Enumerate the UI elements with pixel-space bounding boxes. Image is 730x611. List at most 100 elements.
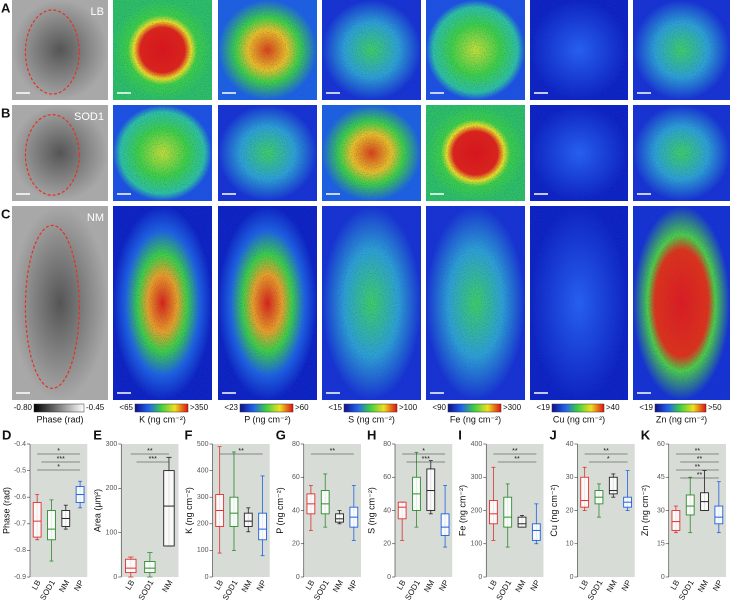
y-tick-label: 40 (566, 441, 574, 448)
colorbar-high: >60 (295, 403, 309, 412)
y-tick-label: 10 (566, 541, 574, 548)
y-tick-label: 200 (197, 521, 209, 528)
box (335, 513, 344, 523)
x-tick-label: NM (57, 578, 71, 594)
significance-label: * (57, 448, 60, 455)
x-tick-label: SOD1 (137, 578, 156, 602)
phase-image (12, 206, 108, 400)
significance-label: *** (57, 456, 65, 463)
y-axis-label: Area (μm²) (93, 489, 103, 532)
significance-label: * (607, 456, 610, 463)
box (426, 468, 436, 511)
panel-label: H (367, 427, 376, 442)
x-tick-label: LB (669, 579, 682, 592)
x-tick-label: NP (437, 579, 450, 593)
y-tick-label: 0 (205, 574, 209, 581)
outline (24, 224, 80, 389)
y-tick-label: 200 (106, 485, 118, 492)
colorbar-high: -0.45 (86, 403, 105, 412)
significance-label: ** (697, 472, 703, 479)
significance-label: * (57, 464, 60, 471)
x-tick-label: SOD1 (312, 578, 331, 602)
texture (426, 105, 525, 201)
y-tick-label: 60 (657, 441, 665, 448)
significance-label: ** (697, 456, 703, 463)
panel-label: F (185, 427, 193, 442)
panel-label: B (1, 105, 10, 120)
panel-label: G (276, 427, 286, 442)
sample-label: LB (91, 6, 104, 18)
texture (322, 105, 421, 201)
y-tick-label: 200 (471, 507, 483, 514)
y-tick-label: 60 (292, 474, 300, 481)
y-tick-label: 0 (478, 574, 482, 581)
box (258, 512, 267, 541)
x-tick-label: NP (620, 579, 633, 593)
y-tick-label: 60 (383, 474, 391, 481)
colorbar-label: Cu (ng cm⁻²) (553, 414, 605, 424)
box (229, 496, 239, 527)
x-tick-label: NP (346, 579, 359, 593)
significance-label: ** (330, 448, 336, 455)
y-tick-label: 80 (292, 441, 300, 448)
y-tick-label: 0 (570, 574, 574, 581)
texture (113, 0, 212, 100)
x-tick-label: LB (486, 579, 499, 592)
y-tick-label: 100 (471, 541, 483, 548)
sample-label: NM (87, 212, 104, 224)
y-axis-label: Cu (ng cm⁻²) (549, 484, 559, 536)
y-tick-label: -0.7 (14, 521, 26, 528)
y-axis-label: P (ng cm⁻²) (275, 487, 285, 534)
texture (322, 0, 421, 100)
colorbar-low: <90 (432, 403, 446, 412)
y-tick-label: 45 (657, 474, 665, 481)
colorbar-label: Fe (ng cm⁻²) (450, 414, 501, 424)
colorbar (654, 403, 707, 413)
x-tick-label: LB (124, 579, 137, 592)
y-tick-label: 20 (292, 541, 300, 548)
significance-label: ** (514, 456, 520, 463)
y-tick-label: 0 (113, 574, 117, 581)
colorbar-low: <19 (639, 403, 653, 412)
x-tick-label: SOD1 (586, 578, 605, 602)
y-tick-label: -0.9 (14, 574, 26, 581)
phase-image (12, 105, 108, 201)
texture (633, 105, 730, 201)
box (489, 500, 498, 525)
colorbar-label: Phase (rad) (36, 414, 83, 424)
x-tick-label: NM (605, 578, 619, 594)
box (144, 561, 156, 574)
colorbar-high: >100 (399, 403, 418, 412)
panel-label: K (641, 427, 651, 442)
texture (218, 105, 317, 201)
texture (218, 206, 317, 400)
box (580, 476, 590, 508)
box (47, 510, 56, 541)
panel-label: D (2, 427, 11, 442)
box (685, 494, 695, 516)
significance-label: * (422, 448, 425, 455)
x-tick-label: NM (160, 578, 174, 594)
y-axis-label: Fe (ng cm⁻²) (458, 485, 468, 536)
y-tick-label: 20 (566, 507, 574, 514)
significance-label: *** (422, 456, 430, 463)
x-tick-label: SOD1 (221, 578, 240, 602)
x-tick-label: NM (240, 578, 254, 594)
colorbar (447, 403, 502, 413)
texture (113, 206, 212, 400)
y-tick-label: 15 (657, 541, 665, 548)
x-tick-label: NP (529, 579, 542, 593)
outline (24, 9, 80, 95)
box (503, 496, 513, 528)
colorbar (33, 403, 85, 413)
colorbar (551, 403, 605, 413)
texture (530, 0, 628, 100)
texture (633, 0, 730, 100)
y-tick-label: 300 (471, 474, 483, 481)
y-tick-label: 30 (657, 507, 665, 514)
texture (530, 105, 628, 201)
x-tick-label: SOD1 (38, 578, 57, 602)
y-tick-label: 0 (296, 574, 300, 581)
